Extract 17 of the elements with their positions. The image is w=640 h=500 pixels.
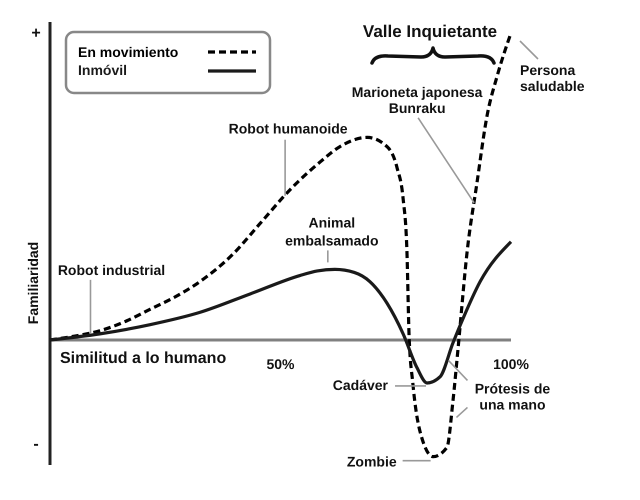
annotation: Robot industrial (58, 262, 166, 278)
annotation: Cadáver (332, 376, 389, 393)
x-tick-label: 100% (493, 356, 530, 372)
text: - (33, 436, 39, 453)
annotation: Prótesis de una mano (474, 380, 550, 412)
annotation: Marioneta japonesa Bunraku (352, 84, 483, 116)
y-axis-title: Familiaridad (25, 242, 41, 324)
text: Inmóvil (78, 62, 128, 78)
legend-label: En movimiento (78, 44, 178, 60)
annotation: Robot humanoide (228, 120, 348, 137)
annotation: Animal embalsamado (285, 214, 379, 248)
annotation: Valle Inquietante (362, 22, 498, 41)
x-axis-title: Similitud a lo humano (60, 350, 226, 367)
text: + (31, 25, 41, 42)
annotation: Persona saludable (520, 62, 585, 94)
annotation: Zombie (346, 454, 397, 470)
x-tick-label: 50% (266, 356, 296, 372)
